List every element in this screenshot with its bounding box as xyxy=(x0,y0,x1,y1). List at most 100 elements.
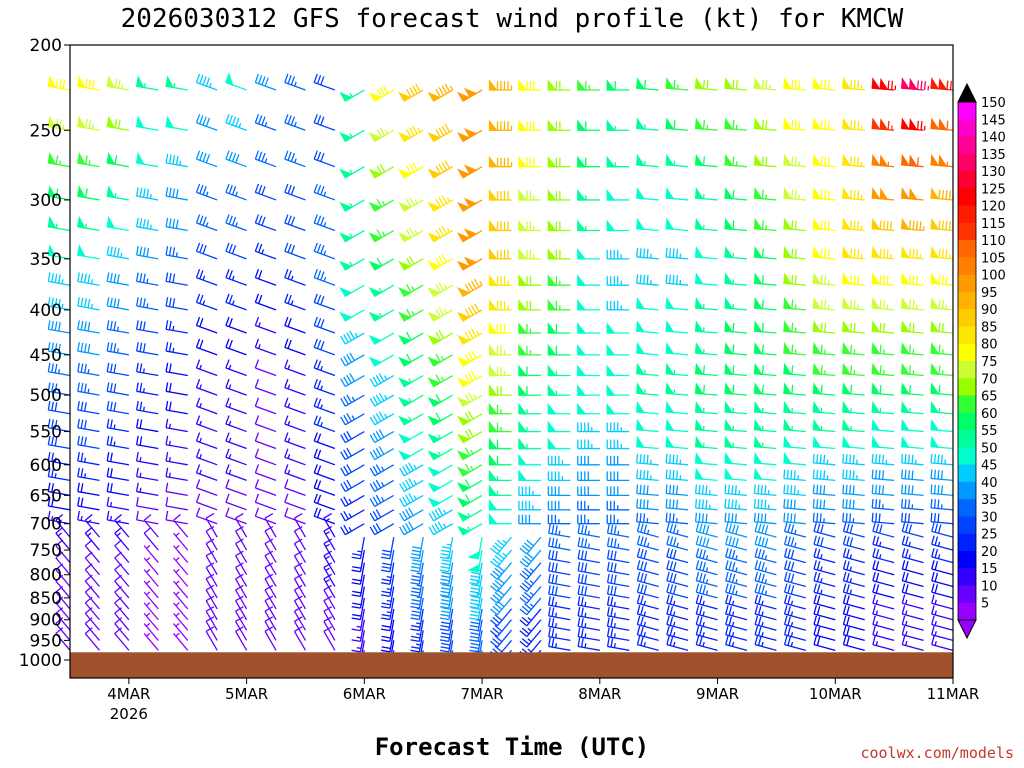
barb-feather xyxy=(84,273,87,283)
barb-feather xyxy=(846,606,850,616)
barb-feather xyxy=(235,606,244,612)
barb-staff xyxy=(55,602,71,621)
barb-staff xyxy=(284,301,306,311)
barb-feather xyxy=(883,220,886,230)
barb-half-feather xyxy=(476,330,480,336)
wind-barb xyxy=(427,282,453,298)
barb-flag xyxy=(694,342,704,355)
barb-flag xyxy=(457,415,471,426)
wind-barb xyxy=(900,117,926,131)
barb-feather xyxy=(669,636,674,646)
barb-staff xyxy=(637,556,659,564)
barb-flag xyxy=(938,77,948,91)
barb-feather xyxy=(372,449,379,459)
barb-feather xyxy=(551,537,555,547)
barb-feather xyxy=(606,606,610,617)
barb-flag xyxy=(427,466,442,477)
barb-feather xyxy=(428,512,435,522)
barb-feather xyxy=(205,562,215,569)
wind-barb xyxy=(871,187,895,201)
wind-barb xyxy=(812,453,836,466)
barb-half-feather xyxy=(199,454,202,459)
barb-half-feather xyxy=(149,194,152,199)
barb-feather xyxy=(287,184,292,194)
barb-feather xyxy=(761,120,764,130)
barb-flag xyxy=(871,217,881,230)
barb-flag xyxy=(871,362,881,375)
barb-half-feather xyxy=(348,513,352,518)
barb-feather xyxy=(610,537,614,547)
barb-feather xyxy=(228,318,233,327)
wind-barb xyxy=(636,435,659,450)
barb-feather xyxy=(695,635,700,645)
barb-staff xyxy=(255,423,277,433)
barb-feather xyxy=(872,522,876,532)
barb-feather xyxy=(351,582,361,585)
wind-barb xyxy=(439,549,454,573)
barb-feather xyxy=(757,536,762,546)
barb-feather xyxy=(254,378,260,388)
barb-feather xyxy=(168,273,172,283)
barb-flag xyxy=(665,187,675,200)
wind-barb xyxy=(323,525,336,551)
barb-feather xyxy=(669,523,674,533)
wind-barb xyxy=(725,560,748,576)
wind-barb xyxy=(695,635,718,651)
barb-feather xyxy=(264,584,274,591)
barb-feather xyxy=(920,121,923,131)
y-tick-label: 800 xyxy=(30,566,62,586)
barb-feather xyxy=(51,297,54,307)
barb-feather xyxy=(199,115,204,125)
barb-feather xyxy=(77,400,80,411)
wind-barb xyxy=(547,420,571,433)
barb-feather xyxy=(254,73,260,83)
barb-feather xyxy=(610,574,614,584)
barb-feather xyxy=(142,321,146,331)
barb-staff xyxy=(205,517,218,538)
barb-feather xyxy=(916,157,920,167)
barb-feather xyxy=(434,509,441,518)
barb-feather xyxy=(428,526,435,536)
barb-flag xyxy=(547,219,557,232)
barb-feather xyxy=(577,606,581,617)
wind-barb xyxy=(812,469,836,482)
barb-feather xyxy=(323,595,333,602)
barb-feather xyxy=(106,320,110,330)
barb-flag xyxy=(930,320,940,333)
wind-barb xyxy=(339,199,365,212)
barb-staff xyxy=(264,555,277,576)
barb-feather xyxy=(548,585,551,595)
barb-half-feather xyxy=(143,83,146,88)
wind-barb xyxy=(931,571,954,588)
credit-text[interactable]: coolwx.com/models xyxy=(860,744,1014,762)
barb-feather xyxy=(490,597,498,604)
barb-feather xyxy=(946,80,949,90)
barb-feather xyxy=(376,88,383,98)
wind-barb xyxy=(284,359,306,377)
barb-feather xyxy=(610,618,614,628)
barb-feather xyxy=(381,624,391,628)
y-tick-label: 350 xyxy=(30,250,62,270)
wind-barb xyxy=(900,297,924,311)
wind-barb xyxy=(606,637,630,651)
x-tick-label: 8MAR xyxy=(578,685,621,703)
barb-feather xyxy=(410,556,420,560)
barb-staff xyxy=(607,558,630,564)
barb-feather xyxy=(135,362,139,372)
barb-feather xyxy=(643,454,646,464)
barb-feather xyxy=(77,272,80,282)
barb-flag xyxy=(463,228,478,239)
barb-staff xyxy=(284,250,306,260)
barb-half-feather xyxy=(121,84,124,89)
wind-barb xyxy=(340,330,365,345)
barb-flag xyxy=(900,77,910,90)
wind-barb xyxy=(813,635,836,651)
barb-staff xyxy=(843,543,865,551)
wind-barb xyxy=(783,187,806,201)
barb-feather xyxy=(406,353,412,363)
barb-flag xyxy=(547,343,557,356)
wind-barb xyxy=(577,471,600,482)
barb-feather xyxy=(225,397,230,407)
wind-barb xyxy=(457,350,483,367)
barb-feather xyxy=(907,470,911,480)
